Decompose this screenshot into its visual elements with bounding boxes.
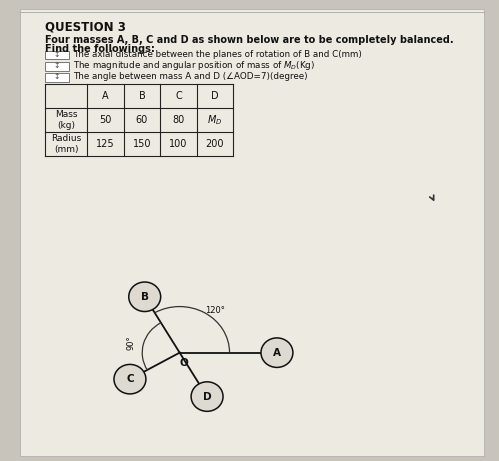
Text: D: D: [211, 91, 219, 101]
Text: The angle between mass A and D (∠AOD=7)(degree): The angle between mass A and D (∠AOD=7)(…: [73, 72, 308, 82]
Text: O: O: [179, 358, 188, 368]
Text: Find the followings:: Find the followings:: [45, 44, 155, 54]
Text: The magnitude and angular position of mass of $M_D$(Kg): The magnitude and angular position of ma…: [73, 59, 315, 72]
Text: Radius
(mm): Radius (mm): [51, 134, 81, 154]
FancyBboxPatch shape: [20, 9, 484, 456]
Bar: [45, 62, 69, 71]
Text: C: C: [126, 374, 134, 384]
Text: Mass
(kg): Mass (kg): [55, 110, 77, 130]
Text: ↕: ↕: [54, 61, 60, 71]
Text: 150: 150: [133, 139, 151, 149]
Text: 60: 60: [136, 115, 148, 125]
Text: $M_D$: $M_D$: [207, 113, 223, 127]
Circle shape: [191, 382, 223, 411]
Text: Four masses A, B, C and D as shown below are to be completely balanced.: Four masses A, B, C and D as shown below…: [45, 35, 454, 45]
Text: ↕: ↕: [54, 72, 60, 82]
Text: QUESTION 3: QUESTION 3: [45, 21, 126, 34]
Circle shape: [114, 364, 146, 394]
Text: C: C: [175, 91, 182, 101]
Text: A: A: [273, 348, 281, 358]
Text: A: A: [102, 91, 109, 101]
Text: 90°: 90°: [127, 336, 136, 350]
Text: 50: 50: [99, 115, 112, 125]
Text: 80: 80: [172, 115, 185, 125]
Bar: [45, 51, 69, 59]
Bar: [45, 73, 69, 82]
Text: B: B: [139, 91, 145, 101]
Text: 100: 100: [169, 139, 188, 149]
Text: 200: 200: [206, 139, 224, 149]
Text: D: D: [203, 391, 212, 402]
Circle shape: [261, 338, 293, 367]
Circle shape: [129, 282, 161, 312]
Text: 120°: 120°: [206, 306, 226, 315]
Text: ↕: ↕: [54, 50, 60, 59]
Text: 125: 125: [96, 139, 115, 149]
Text: B: B: [141, 292, 149, 302]
Text: The axial distance between the planes of rotation of B and C(mm): The axial distance between the planes of…: [73, 50, 362, 59]
